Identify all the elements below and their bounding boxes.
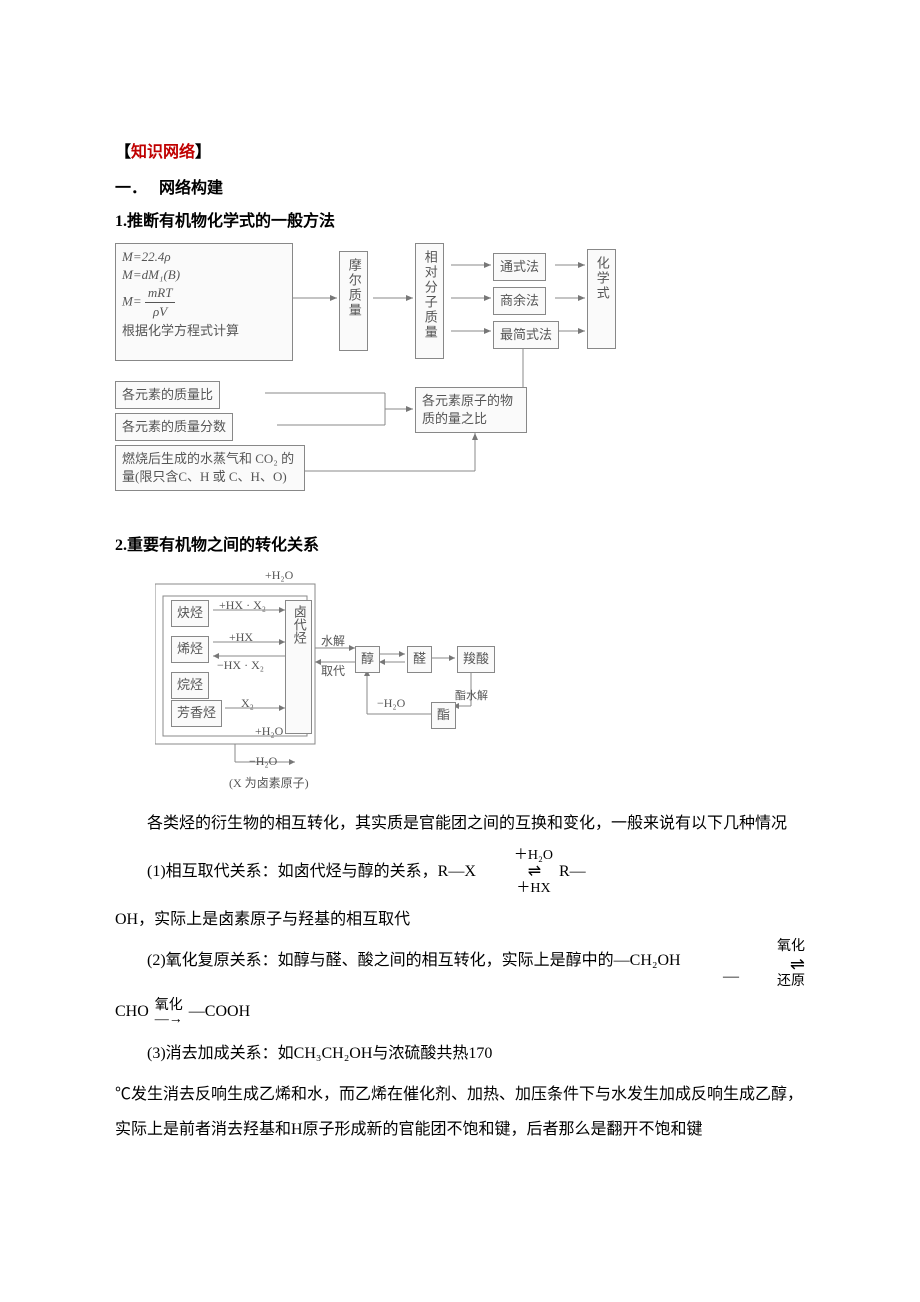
p2-top: 氧化 bbox=[745, 939, 805, 954]
method-1-box: 通式法 bbox=[493, 253, 546, 281]
f-den: ρV bbox=[145, 303, 176, 321]
d2-ester-hyd: 酯水解 bbox=[455, 688, 488, 706]
d2-halide: 卤代烃 bbox=[285, 600, 312, 734]
d2-aldehyde: 醛 bbox=[407, 646, 432, 673]
d2-note: (X 为卤素原子) bbox=[229, 774, 309, 793]
p2-arrow-single: 氧化 ―→ bbox=[155, 999, 183, 1027]
p2-arrow-glyph: ―→ bbox=[155, 1013, 183, 1027]
d2-alcohol: 醇 bbox=[355, 646, 380, 673]
d2-top-label: +H₂O bbox=[265, 566, 293, 585]
f-num: mRT bbox=[145, 284, 176, 303]
para-3b: ℃发生消去反响生成乙烯和水，而乙烯在催化剂、加热、加压条件下与水发生加成反响生成… bbox=[115, 1077, 805, 1147]
p2-a: (2)氧化复原关系：如醇与醛、酸之间的相互转化，实际上是醇中的—CH₂OH bbox=[147, 952, 681, 969]
para-1-line2: OH，实际上是卤素原子与羟基的相互取代 bbox=[115, 902, 805, 937]
para-1: (1)相互取代关系：如卤代烃与醇的关系，R—X ＋H₂O ⇌ ＋HX R— bbox=[115, 848, 805, 896]
f-l3-prefix: M= bbox=[122, 294, 142, 309]
para-3a: (3)消去加成关系：如CH₃CH₂OH与浓硫酸共热170 bbox=[115, 1036, 805, 1071]
d2-l3: −HX · X₂ bbox=[217, 656, 264, 675]
d2-alkene: 烯烃 bbox=[171, 636, 209, 663]
d2-minus-h2o-b: −H₂O bbox=[249, 752, 277, 771]
para-intro: 各类烃的衍生物的相互转化，其实质是官能团之间的互换和变化，一般来说有以下几种情况 bbox=[115, 806, 805, 841]
title-red: 知识网络 bbox=[131, 144, 195, 161]
p2-l2a: CHO bbox=[115, 1003, 149, 1020]
p2-eq-stack: 氧化 ⇌ 还原 bbox=[745, 939, 805, 990]
d2-subst: 取代 bbox=[321, 662, 345, 681]
p1-top: ＋H₂O bbox=[482, 848, 553, 863]
bracket-open: 【 bbox=[115, 144, 131, 161]
section-number: 一． bbox=[115, 180, 147, 197]
p2-l2b: —COOH bbox=[189, 1003, 250, 1020]
f-line4: 根据化学方程式计算 bbox=[122, 322, 286, 340]
combust-box: 燃烧后生成的水蒸气和 CO₂ 的量(限只含C、H 或 C、H、O) bbox=[115, 445, 305, 491]
diagram-1: M=22.4ρ M=dM₁(B) M= mRT ρV 根据化学方程式计算 摩尔质… bbox=[115, 243, 805, 523]
rel-mol-mass-box: 相对分子质量 bbox=[415, 243, 444, 359]
method-3-box: 最简式法 bbox=[493, 321, 559, 349]
p2-arrow-top: 氧化 bbox=[155, 999, 183, 1013]
d2-arene: 芳香烃 bbox=[171, 700, 222, 727]
p1-a: (1)相互取代关系：如卤代烃与醇的关系，R—X bbox=[147, 862, 476, 879]
method-2-box: 商余法 bbox=[493, 287, 546, 315]
p1-b: R— bbox=[559, 862, 586, 879]
ratio-mass-box: 各元素的质量比 bbox=[115, 381, 220, 409]
atom-ratio-box: 各元素原子的物质的量之比 bbox=[415, 387, 527, 433]
p1-eq-stack: ＋H₂O ⇌ ＋HX bbox=[482, 848, 553, 896]
para-2-line2: CHO 氧化 ―→ —COOH bbox=[115, 994, 805, 1029]
d2-alkyne: 炔烃 bbox=[171, 600, 209, 627]
diagram-2: +H₂O 炔烃 烯烃 烷烃 芳香烃 卤代烃 醇 醛 羧酸 酯 +HX · X₂ … bbox=[115, 566, 805, 796]
ratio-mass-frac-box: 各元素的质量分数 bbox=[115, 413, 233, 441]
formula-box: M=22.4ρ M=dM₁(B) M= mRT ρV 根据化学方程式计算 bbox=[115, 243, 293, 361]
f-frac: mRT ρV bbox=[145, 284, 176, 321]
p2-dash: — bbox=[691, 959, 739, 994]
d2-acid: 羧酸 bbox=[457, 646, 495, 673]
d2-alkane: 烷烃 bbox=[171, 672, 209, 699]
d2-ester: 酯 bbox=[431, 702, 456, 729]
d2-l1: +HX · X₂ bbox=[219, 596, 266, 615]
p2-bot: 还原 bbox=[745, 974, 805, 989]
para-2: (2)氧化复原关系：如醇与醛、酸之间的相互转化，实际上是醇中的—CH₂OH 氧化… bbox=[115, 943, 805, 978]
d2-minus-h2o: −H₂O bbox=[377, 694, 405, 713]
p1-arrows: ⇌ bbox=[496, 863, 539, 881]
f-line2: M=dM₁(B) bbox=[122, 266, 286, 284]
sub-heading-2: 2.重要有机物之间的转化关系 bbox=[115, 533, 805, 559]
doc-title: 【知识网络】 bbox=[115, 140, 805, 166]
d2-l5: +H₂O bbox=[255, 722, 283, 741]
f-line3: M= mRT ρV bbox=[122, 284, 286, 321]
bracket-close: 】 bbox=[195, 144, 211, 161]
p2-arrows: ⇌ bbox=[758, 955, 805, 975]
d2-l4: X₂ bbox=[241, 694, 254, 713]
section-title: 网络构建 bbox=[159, 180, 223, 197]
p1-bot: ＋HX bbox=[484, 881, 550, 896]
molar-mass-box: 摩尔质量 bbox=[339, 251, 368, 351]
sub-heading-1: 1.推断有机物化学式的一般方法 bbox=[115, 209, 805, 235]
d2-hydrolysis: 水解 bbox=[321, 632, 345, 651]
d2-l2: +HX bbox=[229, 628, 253, 647]
f-line1: M=22.4ρ bbox=[122, 248, 286, 266]
chem-formula-box: 化学式 bbox=[587, 249, 616, 349]
section-1-heading: 一． 网络构建 bbox=[115, 176, 805, 202]
